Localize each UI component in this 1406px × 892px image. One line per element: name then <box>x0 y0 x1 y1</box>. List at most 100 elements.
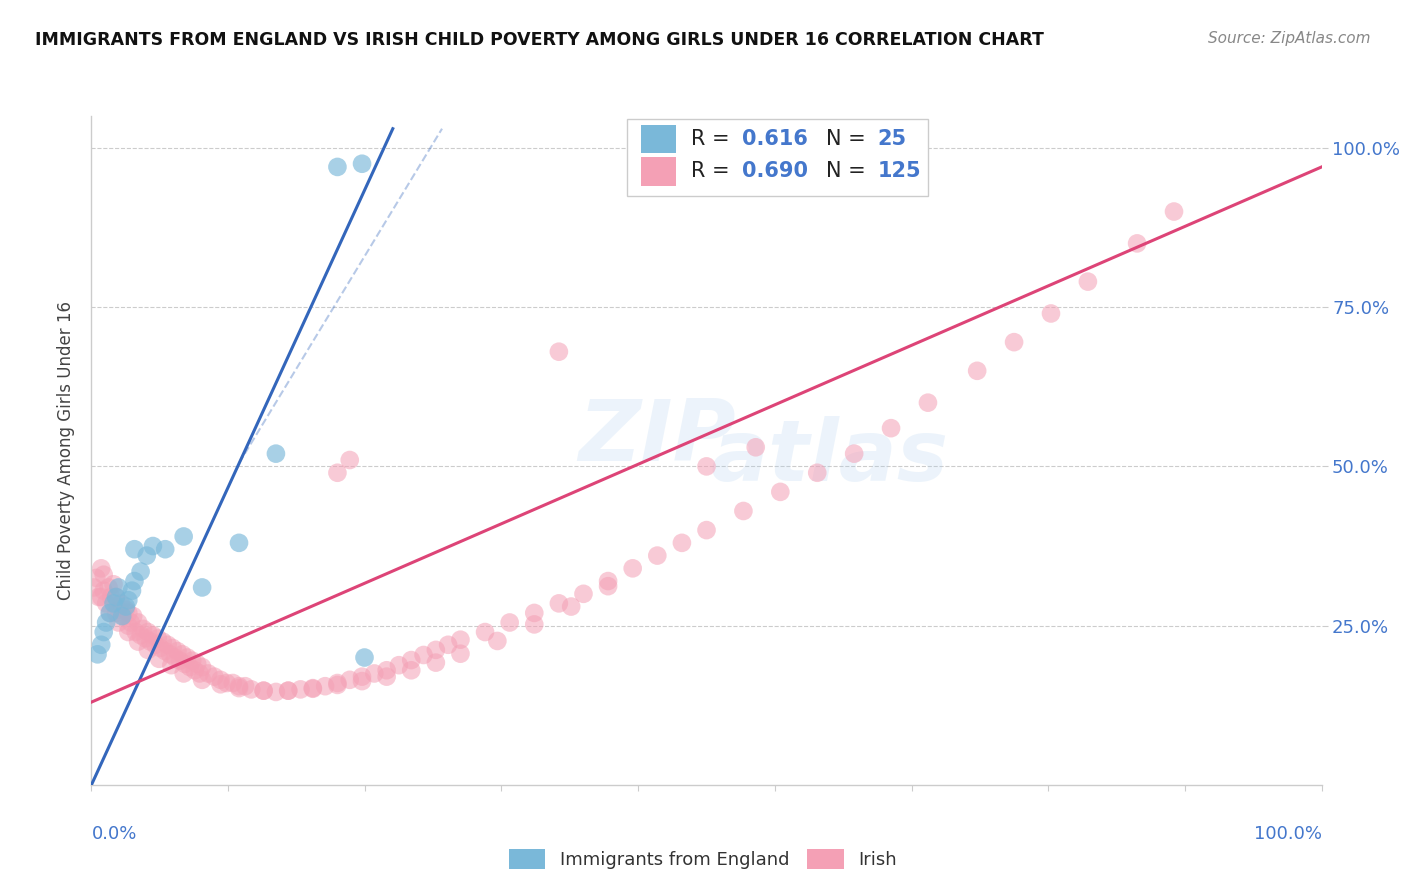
Text: R =: R = <box>690 161 735 181</box>
Point <box>399 663 422 677</box>
Point <box>572 587 595 601</box>
Point <box>966 364 988 378</box>
Point <box>745 440 768 454</box>
Text: 25: 25 <box>877 129 907 149</box>
Point <box>880 421 903 435</box>
Point <box>117 593 139 607</box>
Point <box>326 678 349 692</box>
Point <box>547 344 569 359</box>
Point <box>121 583 143 598</box>
Point <box>301 681 323 695</box>
Point <box>111 609 134 624</box>
Point <box>122 609 145 624</box>
Point <box>132 622 155 636</box>
Point <box>596 579 619 593</box>
FancyBboxPatch shape <box>627 120 928 196</box>
Point <box>264 447 287 461</box>
Point <box>560 599 582 614</box>
Point <box>105 590 127 604</box>
Point <box>339 673 361 687</box>
Point <box>437 638 460 652</box>
Point <box>97 581 120 595</box>
Point <box>233 679 256 693</box>
Point <box>100 590 122 604</box>
Point <box>314 679 336 693</box>
Point <box>93 567 115 582</box>
Point <box>127 615 149 630</box>
Point <box>86 648 108 662</box>
Point <box>1002 335 1025 350</box>
Text: IMMIGRANTS FROM ENGLAND VS IRISH CHILD POVERTY AMONG GIRLS UNDER 16 CORRELATION : IMMIGRANTS FROM ENGLAND VS IRISH CHILD P… <box>35 31 1045 49</box>
Point <box>1163 204 1185 219</box>
Point <box>326 160 349 174</box>
Text: 0.0%: 0.0% <box>91 825 136 843</box>
Point <box>352 674 374 689</box>
Bar <box>641 126 676 153</box>
Point <box>277 683 299 698</box>
Point <box>173 529 195 543</box>
Point <box>547 596 569 610</box>
Point <box>449 632 471 647</box>
Point <box>142 539 165 553</box>
Point <box>191 581 214 595</box>
Text: 125: 125 <box>877 161 921 181</box>
Point <box>103 596 125 610</box>
Point <box>129 565 152 579</box>
Point <box>93 583 115 598</box>
Point <box>90 590 112 604</box>
Point <box>162 640 184 655</box>
Point <box>96 615 117 630</box>
Point <box>136 625 159 640</box>
Point <box>215 676 238 690</box>
Text: 0.690: 0.690 <box>742 161 808 181</box>
Point <box>209 673 232 687</box>
Point <box>842 447 865 461</box>
Point <box>117 606 139 620</box>
Point <box>90 561 112 575</box>
Text: 0.616: 0.616 <box>742 129 808 149</box>
Point <box>197 666 219 681</box>
Point <box>352 157 374 171</box>
Point <box>388 658 411 673</box>
Point <box>90 638 112 652</box>
Point <box>202 670 225 684</box>
Point <box>1077 275 1099 289</box>
Point <box>352 670 374 684</box>
Point <box>363 666 385 681</box>
Point <box>449 647 471 661</box>
Point <box>163 650 186 665</box>
Point <box>209 677 232 691</box>
Point <box>146 632 169 646</box>
Text: ZIP: ZIP <box>578 395 737 479</box>
Point <box>145 638 166 652</box>
Point <box>186 657 208 671</box>
Point <box>474 625 496 640</box>
Point <box>412 648 434 662</box>
Point <box>228 536 250 550</box>
Point <box>160 658 183 673</box>
Point <box>98 606 121 620</box>
Point <box>264 685 287 699</box>
Point <box>124 574 146 588</box>
Point <box>671 536 693 550</box>
Point <box>183 663 207 677</box>
Point <box>114 603 138 617</box>
Point <box>114 599 138 614</box>
Point <box>176 650 198 665</box>
Text: Source: ZipAtlas.com: Source: ZipAtlas.com <box>1208 31 1371 46</box>
Point <box>498 615 520 630</box>
Point <box>96 596 117 610</box>
Point <box>120 615 142 630</box>
Point <box>103 577 125 591</box>
Point <box>117 625 139 640</box>
Point <box>107 603 129 617</box>
Point <box>191 673 214 687</box>
Text: R =: R = <box>690 129 735 149</box>
Point <box>277 683 299 698</box>
Point <box>596 574 619 588</box>
Point <box>399 653 422 667</box>
Point <box>152 634 174 648</box>
Point <box>98 606 121 620</box>
Point <box>149 640 172 655</box>
Point <box>353 650 375 665</box>
